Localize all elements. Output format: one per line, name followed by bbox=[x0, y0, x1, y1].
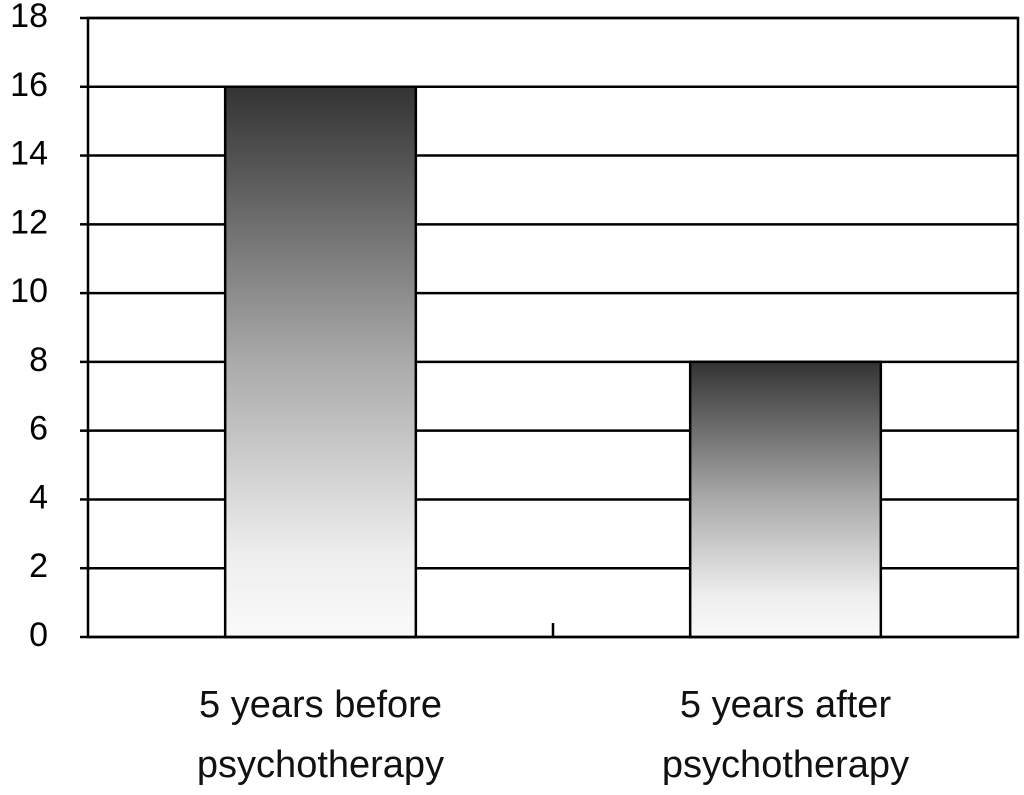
y-tick-label: 14 bbox=[10, 135, 48, 173]
y-tick-label: 18 bbox=[10, 0, 48, 35]
plot-frame bbox=[86, 16, 1020, 639]
y-tick-label: 2 bbox=[29, 547, 48, 585]
x-tick-label: 5 years after psychotherapy bbox=[661, 684, 910, 786]
y-tick-label: 8 bbox=[29, 341, 48, 379]
y-tick-label: 10 bbox=[10, 272, 48, 310]
y-tick-label: 12 bbox=[10, 203, 48, 241]
bar bbox=[223, 85, 418, 639]
y-tick-label: 0 bbox=[29, 616, 48, 654]
bar bbox=[688, 360, 883, 639]
y-tick-label: 16 bbox=[10, 66, 48, 104]
x-tick-label: 5 years before psychotherapy bbox=[196, 684, 445, 786]
y-tick-label: 4 bbox=[29, 478, 48, 516]
y-tick-label: 6 bbox=[29, 410, 48, 448]
